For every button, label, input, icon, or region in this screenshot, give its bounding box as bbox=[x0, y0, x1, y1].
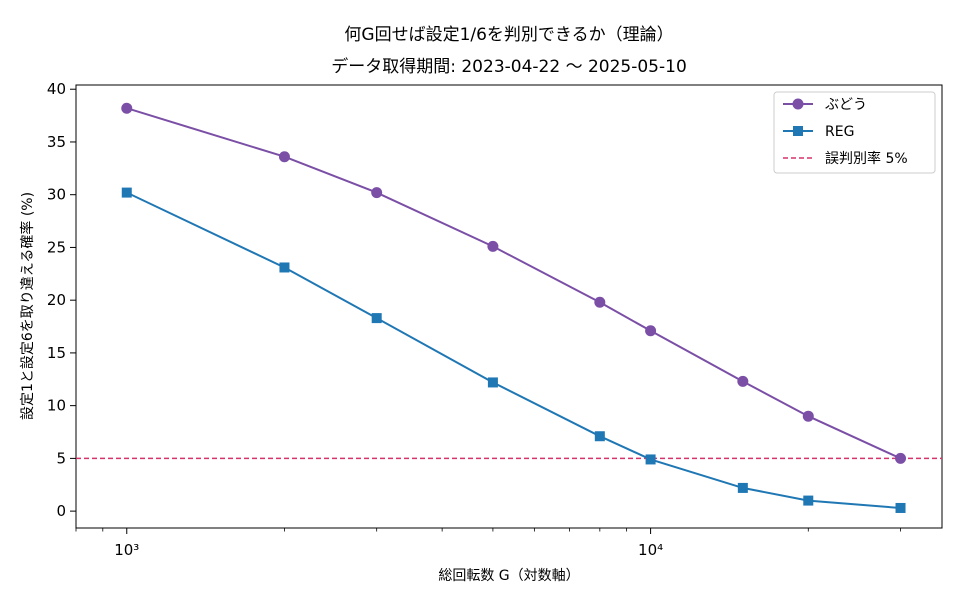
y-tick-label: 10 bbox=[47, 397, 66, 415]
series-point-0 bbox=[895, 452, 907, 464]
legend-label-0: ぶどう bbox=[825, 97, 867, 113]
plot-frame bbox=[75, 84, 943, 529]
series-point-1 bbox=[803, 495, 814, 506]
plot-area: 10³ 10⁴ 0 5 10 15 20 25 30 35 40 ぶどう REG 誤判別率 5% bbox=[47, 80, 943, 559]
legend-box bbox=[773, 91, 936, 174]
series-point-1 bbox=[645, 454, 656, 465]
y-tick-label: 30 bbox=[47, 186, 66, 204]
series-point-1 bbox=[895, 502, 906, 513]
y-tick-label: 25 bbox=[47, 238, 66, 256]
x-tick-label: 10⁴ bbox=[638, 541, 663, 559]
x-tick-label: 10³ bbox=[114, 541, 139, 559]
legend-marker-1 bbox=[793, 126, 803, 136]
y-tick-label: 40 bbox=[47, 80, 66, 98]
series-point-1 bbox=[487, 377, 498, 388]
y-tick-label: 35 bbox=[47, 133, 66, 151]
y-tick-label: 0 bbox=[56, 502, 66, 520]
series-point-1 bbox=[371, 313, 382, 324]
chart-title: 何G回せば設定1/6を判別できるか（理論） bbox=[344, 25, 673, 45]
legend: ぶどう REG 誤判別率 5% bbox=[773, 91, 936, 174]
series-line-1 bbox=[126, 191, 901, 509]
series-point-1 bbox=[594, 431, 605, 442]
series-point-0 bbox=[645, 325, 657, 337]
legend-label-1: REG bbox=[825, 124, 854, 140]
series-point-0 bbox=[371, 187, 383, 199]
y-tick-label: 20 bbox=[47, 291, 66, 309]
series-point-1 bbox=[121, 187, 132, 198]
y-axis-label: 設定1と設定6を取り違える確率 (%) bbox=[19, 192, 36, 420]
chart-subtitle: データ取得期間: 2023-04-22 〜 2025-05-10 bbox=[331, 56, 687, 77]
series-point-0 bbox=[737, 375, 749, 387]
legend-marker-0 bbox=[792, 98, 804, 110]
y-tick-label: 5 bbox=[56, 449, 66, 467]
series-point-0 bbox=[278, 151, 290, 163]
series-point-0 bbox=[121, 102, 133, 114]
y-tick-label: 15 bbox=[47, 344, 66, 362]
series-point-0 bbox=[487, 240, 499, 252]
series-point-1 bbox=[279, 262, 290, 273]
series-point-0 bbox=[594, 296, 606, 308]
series-point-1 bbox=[737, 482, 748, 493]
series-point-0 bbox=[802, 410, 814, 422]
legend-reference-label: 誤判別率 5% bbox=[825, 150, 908, 167]
x-axis-label: 総回転数 G（対数軸） bbox=[438, 568, 579, 584]
